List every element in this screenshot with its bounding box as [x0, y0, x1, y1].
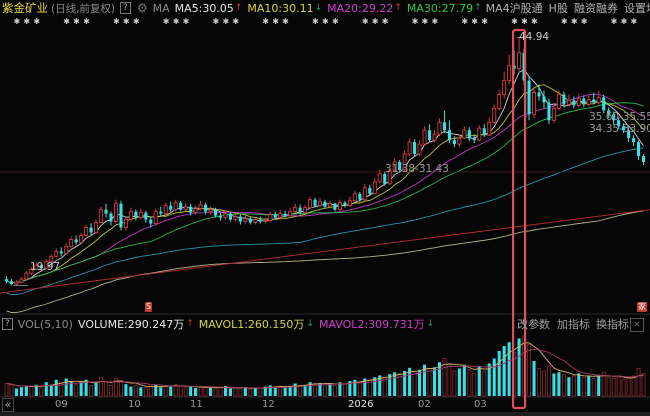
svg-text:✱: ✱	[113, 17, 120, 26]
ma30-up-arrow-icon: ↑	[474, 3, 482, 13]
ma10-down-arrow-icon: ↓	[314, 3, 323, 13]
high-price-label: 44.94	[519, 31, 550, 43]
zone-right-2-label: 34.35-33.90	[589, 123, 650, 135]
svg-text:✱: ✱	[272, 17, 279, 26]
x-label-09: 09	[55, 399, 68, 410]
svg-text:✱: ✱	[73, 17, 80, 26]
svg-text:✱: ✱	[232, 17, 239, 26]
ma5-value: MA5:30.05	[174, 1, 234, 15]
low-price-label: 19.97	[30, 261, 61, 273]
bottom-toolbar-strip	[0, 412, 650, 416]
vol-help-icon[interactable]: ?	[2, 318, 13, 330]
date-axis: 09 10 11 12 2026 02 03	[0, 398, 650, 412]
volume-value: VOLUME:290.247万	[77, 318, 185, 331]
period-note: (日线,前复权)	[51, 2, 116, 15]
ma-header-bar: 紫金矿业 (日线,前复权) ? ⚙ MA MA5:30.05 ↑ MA10:30.…	[0, 0, 650, 16]
zone-right-1-label: 35.60-35.55	[589, 111, 650, 123]
menu-margin-trading[interactable]: 融资融券	[573, 2, 618, 15]
stock-name[interactable]: 紫金矿业	[2, 1, 48, 15]
svg-text:✱: ✱	[581, 17, 588, 26]
svg-text:✱: ✱	[63, 17, 70, 26]
x-label-10: 10	[128, 399, 141, 410]
svg-text:✱: ✱	[173, 17, 180, 26]
svg-text:✱: ✱	[561, 17, 568, 26]
svg-text:✱: ✱	[23, 17, 30, 26]
svg-text:✱: ✱	[322, 17, 329, 26]
menu-set-ma[interactable]: 设置均线	[623, 2, 650, 15]
right-badge[interactable]: 家	[637, 302, 647, 312]
svg-text:✱: ✱	[521, 17, 528, 26]
svg-text:✱: ✱	[332, 17, 339, 26]
volume-header-bar: ? VOL(5,10) VOLUME:290.247万 ↑ MAVOL1:260…	[0, 316, 650, 332]
gear-icon[interactable]: ⚙	[136, 1, 148, 15]
s-marker-badge[interactable]: S	[145, 302, 153, 312]
volume-up-arrow-icon: ↑	[186, 319, 194, 329]
svg-text:✱: ✱	[362, 17, 369, 26]
menu-hk-connect[interactable]: 沪股通	[509, 2, 543, 15]
svg-text:✱: ✱	[531, 17, 538, 26]
x-label-11: 11	[190, 399, 203, 410]
collapse-left-icon[interactable]: «	[2, 398, 14, 412]
svg-text:✱: ✱	[631, 17, 638, 26]
help-icon[interactable]: ?	[120, 2, 131, 14]
mavol1-value: MAVOL1:260.150万	[198, 318, 305, 331]
svg-text:✱: ✱	[511, 17, 518, 26]
svg-text:✱: ✱	[13, 17, 20, 26]
x-label-03: 03	[474, 399, 487, 410]
svg-text:✱: ✱	[282, 17, 289, 26]
mavol2-down-arrow-icon: ↓	[426, 319, 435, 329]
mavol1-down-arrow-icon: ↓	[306, 319, 314, 329]
x-label-2026: 2026	[348, 399, 374, 410]
svg-text:✱: ✱	[312, 17, 319, 26]
ma5-up-arrow-icon: ↑	[234, 3, 243, 13]
zone-mid-label: 31.38-31.43	[385, 163, 449, 175]
ma-label: MA	[152, 1, 170, 15]
add-indicator-button[interactable]: 加指标	[557, 318, 590, 331]
svg-text:✱: ✱	[222, 17, 229, 26]
ma20-up-arrow-icon: ↑	[394, 3, 402, 13]
svg-text:✱: ✱	[83, 17, 90, 26]
svg-text:✱: ✱	[422, 17, 429, 26]
svg-text:✱: ✱	[372, 17, 379, 26]
svg-text:✱: ✱	[213, 17, 220, 26]
ma30-value: MA30:27.79	[406, 1, 474, 15]
svg-text:✱: ✱	[183, 17, 190, 26]
ma-more: MA4	[485, 1, 510, 15]
ma20-value: MA20:29.22	[327, 1, 394, 15]
switch-indicator-button[interactable]: 换指标	[596, 318, 629, 331]
svg-text:✱: ✱	[33, 17, 40, 26]
svg-text:✱: ✱	[461, 17, 468, 26]
svg-text:✱: ✱	[621, 17, 628, 26]
svg-text:✱: ✱	[431, 17, 438, 26]
svg-text:✱: ✱	[412, 17, 419, 26]
svg-text:✱: ✱	[133, 17, 140, 26]
svg-text:✱: ✱	[481, 17, 488, 26]
svg-text:✱: ✱	[571, 17, 578, 26]
x-label-02: 02	[418, 399, 431, 410]
ma10-value: MA10:30.11	[247, 1, 314, 15]
edit-params-button[interactable]: 改参数	[517, 318, 550, 331]
mavol2-value: MAVOL2:309.731万	[318, 318, 425, 331]
svg-text:✱: ✱	[382, 17, 389, 26]
menu-h-share[interactable]: H股	[548, 2, 568, 15]
svg-text:✱: ✱	[471, 17, 478, 26]
close-indicator-icon[interactable]: ×	[630, 318, 644, 332]
x-label-12: 12	[262, 399, 275, 410]
svg-text:✱: ✱	[163, 17, 170, 26]
svg-text:✱: ✱	[123, 17, 130, 26]
svg-text:✱: ✱	[611, 17, 618, 26]
vol-indicator-name: VOL(5,10)	[17, 317, 73, 331]
svg-text:✱: ✱	[262, 17, 269, 26]
